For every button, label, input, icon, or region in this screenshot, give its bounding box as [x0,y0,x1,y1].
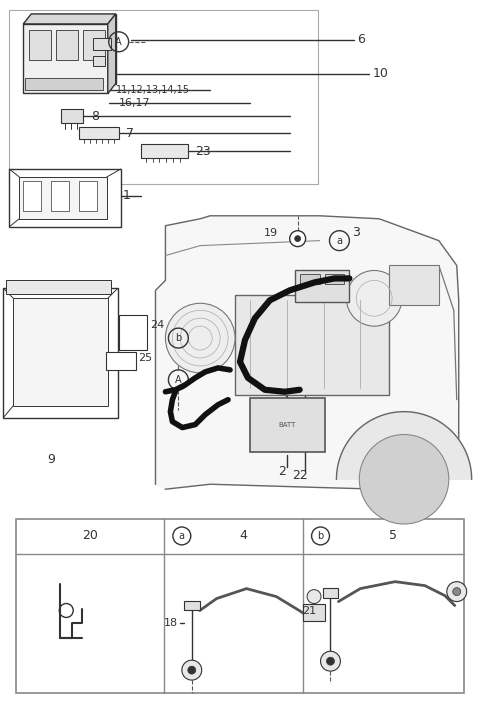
Text: A: A [115,37,122,47]
FancyBboxPatch shape [324,274,344,284]
Text: 1: 1 [123,190,131,202]
FancyBboxPatch shape [16,519,464,693]
Polygon shape [108,14,116,93]
Circle shape [166,303,235,373]
FancyBboxPatch shape [93,55,105,66]
Circle shape [188,666,196,674]
Text: a: a [336,236,342,246]
Circle shape [321,651,340,671]
Text: 25: 25 [139,353,153,363]
FancyBboxPatch shape [250,398,324,452]
FancyBboxPatch shape [79,181,97,211]
Text: 6: 6 [357,33,365,46]
FancyBboxPatch shape [295,270,349,303]
Text: 8: 8 [91,110,99,123]
FancyBboxPatch shape [9,169,120,227]
Text: 21: 21 [302,607,316,616]
Text: 7: 7 [126,127,133,140]
Text: 22: 22 [292,469,308,482]
Circle shape [326,657,335,665]
FancyBboxPatch shape [300,274,320,284]
FancyBboxPatch shape [323,588,338,597]
Circle shape [182,660,202,680]
FancyBboxPatch shape [23,181,41,211]
FancyBboxPatch shape [184,600,200,611]
Text: a: a [179,531,185,541]
FancyBboxPatch shape [79,127,119,139]
Text: 19: 19 [264,227,278,238]
Circle shape [295,236,300,241]
Polygon shape [336,411,472,479]
FancyBboxPatch shape [61,110,83,124]
Text: 9: 9 [47,453,55,466]
Polygon shape [23,14,116,24]
FancyBboxPatch shape [19,177,107,219]
Text: 11,12,13,14,15: 11,12,13,14,15 [116,84,190,95]
Circle shape [453,588,461,595]
Text: b: b [317,531,324,541]
Text: 20: 20 [82,529,98,543]
FancyBboxPatch shape [25,78,103,90]
FancyBboxPatch shape [93,38,111,50]
FancyBboxPatch shape [106,352,136,370]
Text: 24: 24 [151,320,165,330]
Text: A: A [175,375,181,385]
FancyBboxPatch shape [389,265,439,305]
FancyBboxPatch shape [235,296,389,395]
Polygon shape [156,216,459,489]
Text: 2: 2 [278,465,286,478]
Text: b: b [175,333,181,343]
Circle shape [360,435,449,524]
FancyBboxPatch shape [29,30,51,60]
Text: 10: 10 [372,67,388,80]
FancyBboxPatch shape [23,24,108,93]
FancyBboxPatch shape [6,280,111,294]
FancyBboxPatch shape [31,14,116,84]
Circle shape [307,590,321,604]
FancyBboxPatch shape [51,181,69,211]
FancyBboxPatch shape [3,289,118,418]
Text: 3: 3 [352,226,360,239]
Circle shape [347,270,402,326]
Text: 23: 23 [195,145,211,158]
Circle shape [290,231,306,246]
FancyBboxPatch shape [9,10,318,184]
Circle shape [447,582,467,602]
Text: 5: 5 [389,529,397,543]
FancyBboxPatch shape [119,315,146,350]
Text: 16,17: 16,17 [119,98,150,108]
Text: BATT: BATT [278,422,295,428]
FancyBboxPatch shape [141,144,188,158]
FancyBboxPatch shape [303,604,325,621]
FancyBboxPatch shape [83,30,105,60]
Text: 18: 18 [164,618,178,628]
FancyBboxPatch shape [56,30,78,60]
FancyBboxPatch shape [13,298,108,406]
Text: 4: 4 [240,529,247,543]
